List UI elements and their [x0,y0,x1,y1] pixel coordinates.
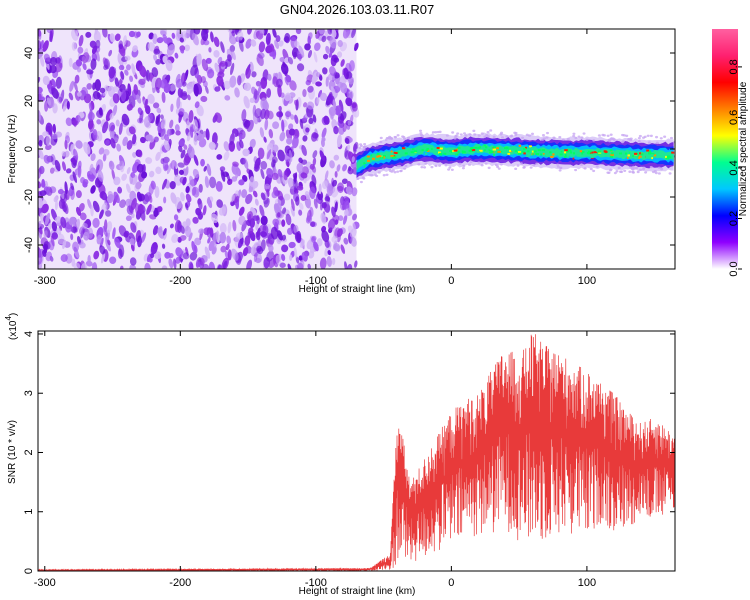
snr-x-tick-label: -200 [169,577,191,589]
colorbar-tick-label: 0.8 [728,59,740,74]
signal-ridge [356,129,675,184]
spectrogram-y-tick-label: -40 [23,237,35,253]
snr-series-line [38,334,675,571]
snr-multiplier: (x104) [4,313,19,340]
noise-blobs [38,29,360,269]
svg-text:(x104): (x104) [4,313,19,340]
spectrogram-y-ticks: -40 -20 0 20 40 [23,47,675,253]
spectrogram-x-tick-label: -200 [169,275,191,287]
snr-y-tick-label: 2 [23,449,35,455]
spectrogram-x-tick-label: -300 [34,275,56,287]
snr-x-tick-label: -300 [34,577,56,589]
snr-frame [37,330,676,572]
snr-plot-area [38,334,675,571]
spectrogram-plot-area [38,29,675,269]
colorbar-tick-label: 0.0 [728,261,740,276]
snr-y-tick-label: 1 [23,509,35,515]
snr-y-axis-label: SNR (10 * v/v) [7,420,18,484]
snr-x-ticks: -300 -200 -100 0 100 [34,331,596,589]
spectrogram-y-tick-label: 0 [23,146,35,152]
colorbar: 0.0 0.2 0.4 0.6 0.8 Normalized spectral ampl… [712,29,749,277]
snr-x-tick-label: -100 [305,577,327,589]
spectrogram-y-tick-label: -20 [23,189,35,205]
colorbar-gradient [712,29,738,269]
spectrogram-y-tick-label: 20 [23,95,35,107]
snr-y-tick-label: 3 [23,390,35,396]
snr-y-tick-label: 0 [23,568,35,574]
colorbar-tick-label: 0.4 [728,160,740,175]
colorbar-tick-label: 0.6 [728,110,740,125]
snr-x-tick-label: 0 [448,577,454,589]
spectrogram-y-tick-label: 40 [23,47,35,59]
spectrogram-x-tick-label: -100 [305,275,327,287]
spectrogram-x-tick-label: 100 [578,275,596,287]
colorbar-label: Normalized spectral amplitude [738,81,749,216]
colorbar-ticks: 0.0 0.2 0.4 0.6 0.8 [728,59,742,277]
spectrogram-x-axis-label: Height of straight line (km) [299,284,416,295]
snr-x-tick-label: 100 [578,577,596,589]
snr-multiplier-base: (x10 [8,320,19,340]
snr-x-axis-label: Height of straight line (km) [299,586,416,597]
snr-multiplier-exponent: 4 [4,316,13,321]
spectrogram-y-axis-label: Frequency (Hz) [7,115,18,184]
colorbar-tick-label: 0.2 [728,211,740,226]
snr-y-tick-label: 4 [23,331,35,337]
spectrogram-x-ticks: -300 -200 -100 0 100 [34,29,596,287]
snr-panel: -300 -200 -100 0 100 0 1 2 3 4 Height of straigh… [4,313,676,597]
snr-multiplier-close: ) [8,313,19,316]
spectrogram-x-tick-label: 0 [448,275,454,287]
snr-y-ticks: 0 1 2 3 4 [23,331,675,574]
figure-title: GN04.2026.103.03.11.R07 [280,2,434,17]
